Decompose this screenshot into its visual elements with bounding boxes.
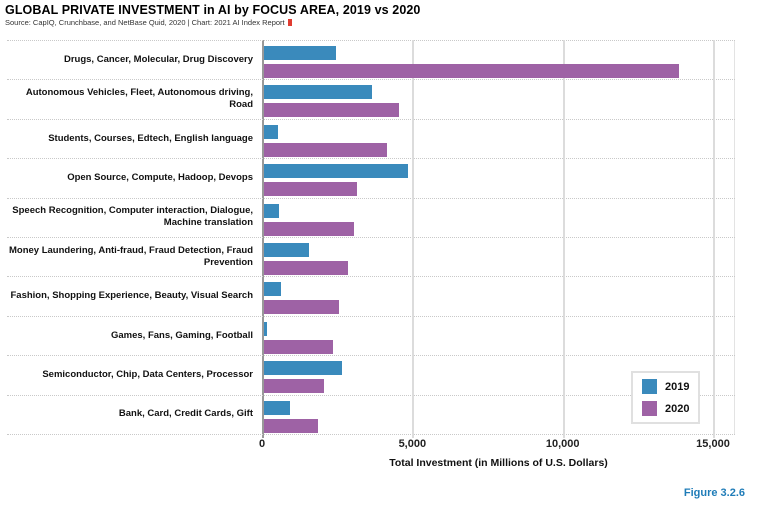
x-tick-label: 5,000: [398, 438, 427, 450]
row-separator: [7, 276, 735, 278]
category-label: Speech Recognition, Computer interaction…: [12, 205, 253, 229]
y-axis-line: [262, 40, 264, 438]
bar-2020-row-5: [264, 261, 349, 275]
row-separator: [7, 355, 735, 357]
bar-2020-row-0: [264, 64, 679, 78]
figure-number: Figure 3.2.6: [683, 487, 745, 499]
legend-entry-2019: 2019: [642, 379, 689, 394]
row-separator: [7, 315, 735, 317]
category-label: Money Laundering, Anti-fraud, Fraud Dete…: [8, 244, 253, 268]
bar-2019-row-7: [264, 321, 267, 336]
category-label: Autonomous Vehicles, Fleet, Autonomous d…: [25, 87, 253, 111]
row-separator: [7, 434, 735, 435]
legend-swatch-2019: [642, 379, 657, 394]
x-tick-label: 15,000: [696, 438, 730, 450]
category-label: Students, Courses, Edtech, English langu…: [48, 132, 253, 144]
row-separator: [7, 118, 735, 120]
bar-2020-row-9: [264, 418, 319, 433]
bar-2019-row-4: [264, 203, 280, 218]
bar-2019-row-8: [264, 361, 343, 376]
bar-2020-row-4: [264, 221, 355, 236]
row-separator: [7, 394, 735, 396]
x-axis-label: Total Investment (in Millions of U.S. Do…: [389, 457, 608, 469]
x-tick-label: 0: [258, 438, 266, 450]
gridline-15000: [713, 40, 715, 438]
category-label: Open Source, Compute, Hadoop, Devops: [67, 171, 253, 183]
bar-2019-row-2: [264, 124, 278, 139]
category-label: Games, Fans, Gaming, Football: [111, 329, 253, 341]
gridline-5000: [412, 40, 415, 438]
bar-2019-row-0: [264, 46, 337, 60]
bar-2020-row-3: [264, 182, 358, 197]
legend-label-2020: 2020: [665, 402, 690, 415]
legend-label-2019: 2019: [665, 380, 690, 393]
chart-source-row: Source: CapIQ, Crunchbase, and NetBase Q…: [5, 18, 292, 27]
bar-2020-row-2: [264, 142, 388, 157]
bar-2020-row-6: [264, 300, 340, 315]
legend: 2019 2020: [631, 371, 701, 424]
bar-2019-row-1: [264, 85, 373, 100]
legend-swatch-2020: [642, 401, 657, 416]
bar-2020-row-8: [264, 379, 325, 394]
bar-2020-row-7: [264, 339, 334, 354]
gridline-10000: [562, 40, 565, 438]
bar-2019-row-5: [264, 243, 310, 257]
red-square-icon: [287, 19, 292, 26]
row-separator: [7, 79, 735, 81]
row-separator: [7, 237, 735, 238]
x-tick-label: 10,000: [545, 438, 580, 450]
row-separator: [7, 197, 735, 199]
chart-title: GLOBAL PRIVATE INVESTMENT in AI by FOCUS…: [5, 3, 421, 17]
category-label: Drugs, Cancer, Molecular, Drug Discovery: [63, 53, 253, 65]
category-label: Fashion, Shopping Experience, Beauty, Vi…: [10, 290, 254, 302]
bar-chart-plot-area: [7, 40, 735, 438]
legend-entry-2020: 2020: [642, 401, 689, 416]
row-separator: [7, 40, 735, 41]
category-label: Semiconductor, Chip, Data Centers, Proce…: [42, 368, 253, 380]
chart-source: Source: CapIQ, Crunchbase, and NetBase Q…: [5, 18, 285, 27]
x-axis-ticks: 0 5,000 10,000 15,000: [258, 438, 735, 452]
category-axis: Drugs, Cancer, Molecular, Drug Discovery…: [0, 40, 253, 434]
row-separator: [7, 158, 735, 160]
bar-2020-row-1: [264, 103, 400, 118]
bar-2019-row-6: [264, 282, 281, 297]
bar-2019-row-9: [264, 400, 290, 415]
category-label: Bank, Card, Credit Cards, Gift: [118, 408, 253, 420]
bar-2019-row-3: [264, 164, 409, 179]
